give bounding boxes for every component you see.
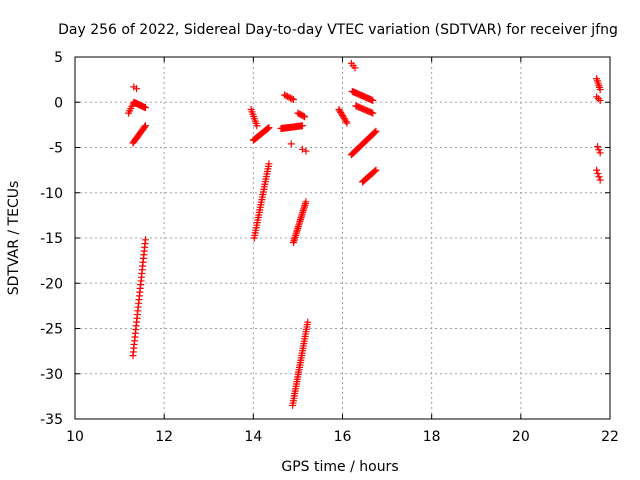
data-point <box>594 169 602 177</box>
data-point <box>594 143 602 151</box>
data-point <box>302 198 310 206</box>
x-tick-label: 16 <box>334 429 352 445</box>
data-point <box>301 113 309 121</box>
data-point <box>264 124 272 132</box>
data-point <box>593 166 601 174</box>
data-point <box>298 122 306 130</box>
data-point <box>595 146 603 154</box>
y-tick-label: -15 <box>40 231 63 247</box>
x-axis-label: GPS time / hours <box>281 459 398 475</box>
data-point <box>372 127 380 135</box>
data-point <box>594 95 602 103</box>
y-tick-label: -25 <box>40 322 63 338</box>
data-point <box>369 96 377 104</box>
data-point <box>369 109 377 117</box>
y-tick-label: 0 <box>54 95 63 111</box>
data-point <box>282 92 290 100</box>
data-point <box>263 125 271 133</box>
data-point <box>285 93 293 101</box>
data-point <box>342 118 350 126</box>
data-point <box>289 96 297 104</box>
y-tick-label: -30 <box>40 367 63 383</box>
data-point <box>253 122 261 130</box>
data-point <box>141 123 149 131</box>
data-point <box>302 147 310 155</box>
x-tick-label: 20 <box>512 429 530 445</box>
data-point <box>141 122 149 130</box>
x-tick-label: 18 <box>423 429 441 445</box>
chart-title: Day 256 of 2022, Sidereal Day-to-day VTE… <box>58 22 618 38</box>
data-point <box>596 149 604 157</box>
x-tick-label: 10 <box>66 429 84 445</box>
y-axis-label: SDTVAR / TECUs <box>6 181 22 296</box>
data-point <box>371 167 379 175</box>
data-point <box>287 140 295 148</box>
y-tick-label: -10 <box>40 186 63 202</box>
data-point <box>265 124 273 132</box>
x-tick-label: 14 <box>244 429 262 445</box>
data-point <box>288 95 296 103</box>
data-point <box>281 91 289 99</box>
data-point <box>596 86 604 94</box>
data-point <box>351 64 359 72</box>
y-tick-label: -5 <box>49 141 63 157</box>
data-point <box>141 236 149 244</box>
data-point <box>141 104 149 112</box>
data-point <box>596 176 604 184</box>
data-point <box>593 93 601 101</box>
data-point <box>372 166 380 174</box>
x-tick-label: 12 <box>155 429 173 445</box>
data-point <box>133 85 141 93</box>
data-point <box>298 145 306 153</box>
data-point <box>343 119 351 127</box>
data-point <box>286 94 294 102</box>
y-tick-label: -35 <box>40 412 63 428</box>
data-point <box>299 112 307 120</box>
data-points <box>125 59 604 409</box>
data-point <box>371 128 379 136</box>
data-point <box>304 318 312 326</box>
data-point <box>595 173 603 181</box>
y-tick-label: 5 <box>54 50 63 66</box>
data-point <box>265 160 273 168</box>
x-tick-label: 22 <box>601 429 619 445</box>
y-tick-label: -20 <box>40 276 63 292</box>
data-point <box>284 93 292 101</box>
axis-ticks: 10 12 14 16 18 20 22 5 0 -5 -10 -15 -20 -25 -30 -35 <box>40 50 619 445</box>
data-point <box>596 96 604 104</box>
